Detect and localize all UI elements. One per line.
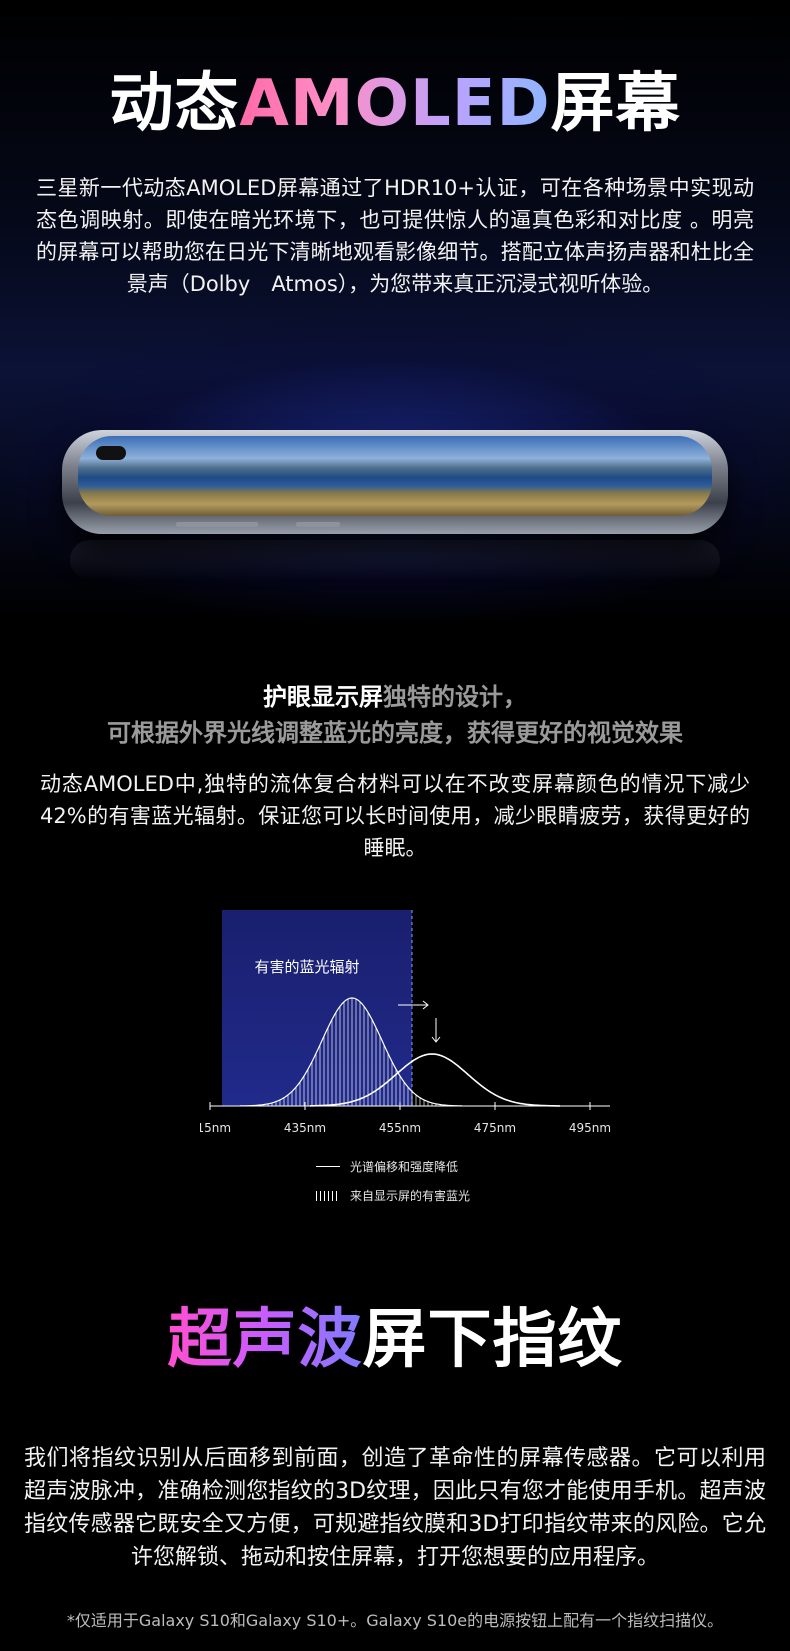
fingerprint-title: 超声波屏下指纹 (0, 1300, 790, 1380)
phone-volume-button (176, 522, 258, 527)
x-tick-label: 495nm (569, 1121, 611, 1135)
footnote: *仅适用于Galaxy S10和Galaxy S10+。Galaxy S10e的… (0, 1610, 790, 1632)
region-label: 有害的蓝光辐射 (254, 958, 359, 976)
legend-line-swatch (316, 1166, 340, 1167)
title-part-2: AMOLED (239, 67, 550, 141)
phone-image (62, 430, 728, 534)
legend-item-line: 光谱偏移和强度降低 (316, 1158, 458, 1175)
title-part-1: 超声波 (168, 1303, 363, 1377)
amoled-description: 三星新一代动态AMOLED屏幕通过了HDR10+认证，可在各种场景中实现动态色调… (0, 172, 790, 300)
phone-power-button (296, 522, 340, 527)
eye-care-subheadline: 可根据外界光线调整蓝光的亮度，获得更好的视觉效果 (0, 716, 790, 750)
headline-gray: 独特的设计， (383, 683, 527, 711)
harmful-region (222, 910, 412, 1106)
x-tick-label: 435nm (284, 1121, 326, 1135)
title-part-3: 屏幕 (551, 67, 681, 141)
camera-icon (96, 446, 126, 460)
phone-reflection (70, 540, 720, 580)
x-tick-label: 415nm (200, 1121, 231, 1135)
legend-item-hatched: 来自显示屏的有害蓝光 (316, 1187, 470, 1204)
x-tick-label: 475nm (474, 1121, 516, 1135)
title-part-2: 屏下指纹 (363, 1303, 623, 1377)
phone-screen (78, 436, 712, 516)
legend-hatch-swatch (316, 1191, 340, 1201)
eye-care-description: 动态AMOLED中,独特的流体复合材料可以在不改变屏幕颜色的情况下减少42%的有… (0, 768, 790, 864)
x-tick-label: 455nm (379, 1121, 421, 1135)
eye-care-headline: 护眼显示屏独特的设计， (0, 680, 790, 714)
fingerprint-description: 我们将指纹识别从后面移到前面，创造了革命性的屏幕传感器。它可以利用超声波脉冲，准… (0, 1442, 790, 1574)
x-axis-ticks: 415nm 435nm 455nm 475nm 495nm (200, 1102, 611, 1135)
amoled-title: 动态AMOLED屏幕 (0, 64, 790, 144)
title-part-1: 动态 (109, 67, 239, 141)
headline-white: 护眼显示屏 (263, 683, 383, 711)
